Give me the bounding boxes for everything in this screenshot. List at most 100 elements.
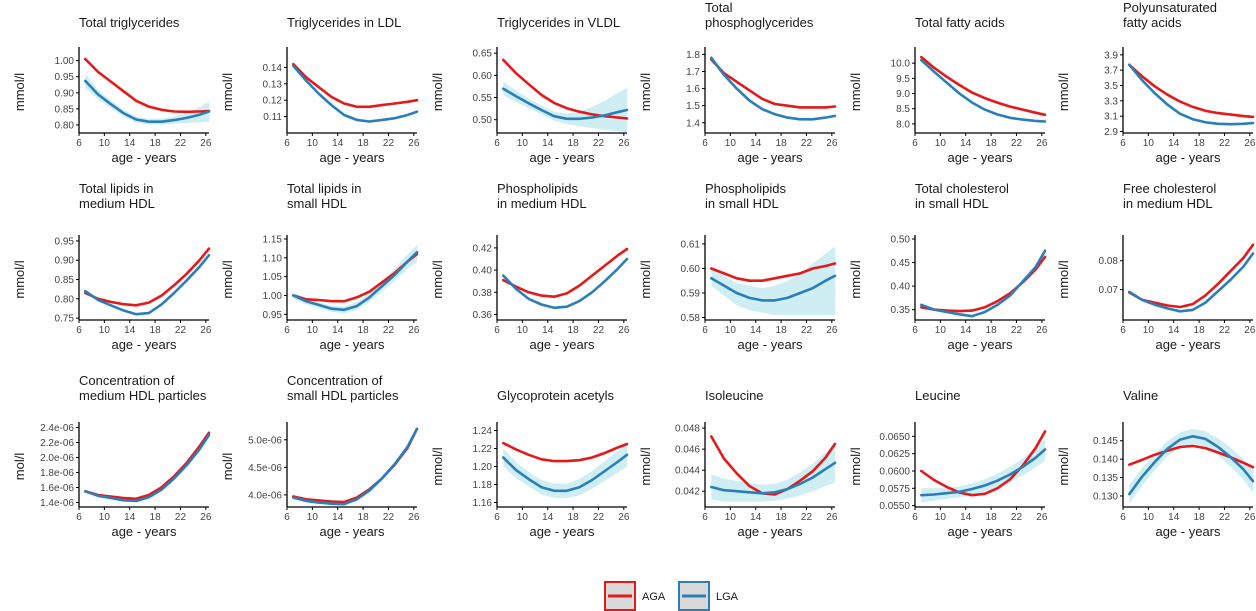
x-axis-label: age - years xyxy=(1155,337,1221,352)
y-tick-label: 0.35 xyxy=(891,305,911,316)
series-line-aga xyxy=(502,58,629,120)
panel-2: Triglycerides in LDL 6 10 14 18 22 26 0.11 0.12 0… xyxy=(220,15,420,165)
x-tick-label: 18 xyxy=(986,325,998,336)
y-tick-label: 4.0e-06 xyxy=(248,490,282,501)
y-axis-label: mmol/l xyxy=(638,447,653,485)
y-axis-label: mmol/l xyxy=(430,260,445,298)
y-tick-label: 0.0575 xyxy=(879,484,910,495)
x-tick-label: 14 xyxy=(750,325,762,336)
y-tick-label: 0.95 xyxy=(263,310,283,321)
y-tick-label: 0.145 xyxy=(1093,436,1118,447)
y-axis-label: mol/l xyxy=(12,453,27,481)
panel-title: Concentration of xyxy=(287,373,383,388)
x-tick-label: 6 xyxy=(284,512,290,523)
x-axis-label: age - years xyxy=(1155,150,1221,165)
y-tick-label: 0.50 xyxy=(473,115,493,126)
x-tick-label: 6 xyxy=(284,325,290,336)
x-tick-label: 18 xyxy=(568,512,580,523)
panel-title: fatty acids xyxy=(1123,15,1182,30)
y-tick-label: 0.13 xyxy=(263,79,283,90)
x-axis-label: age - years xyxy=(111,150,177,165)
x-tick-label: 14 xyxy=(960,138,972,149)
y-tick-label: 0.55 xyxy=(473,93,493,104)
y-tick-label: 0.0650 xyxy=(879,432,910,443)
x-axis-label: age - years xyxy=(529,150,595,165)
y-tick-label: 1.16 xyxy=(473,498,493,509)
ci-band-lga xyxy=(503,82,627,133)
y-tick-label: 0.14 xyxy=(263,63,283,74)
series-line-lga xyxy=(710,461,837,495)
panel-title: Total lipids in xyxy=(79,181,153,196)
x-tick-label: 26 xyxy=(408,325,420,336)
y-tick-label: 2.4e-06 xyxy=(40,423,74,434)
x-tick-label: 22 xyxy=(801,325,813,336)
panel-title: Total triglycerides xyxy=(79,15,180,30)
series-line-lga xyxy=(1128,252,1255,313)
x-tick-label: 10 xyxy=(935,138,947,149)
x-tick-label: 6 xyxy=(284,138,290,149)
y-tick-label: 1.6e-06 xyxy=(40,483,74,494)
x-tick-label: 10 xyxy=(99,325,111,336)
x-axis-label: age - years xyxy=(319,150,385,165)
x-axis-label: age - years xyxy=(737,524,803,539)
x-tick-label: 26 xyxy=(1244,325,1256,336)
series-line-lga xyxy=(920,58,1047,123)
x-tick-label: 22 xyxy=(593,325,605,336)
x-tick-label: 22 xyxy=(1219,325,1231,336)
x-tick-label: 18 xyxy=(150,325,162,336)
y-tick-label: 2.0e-06 xyxy=(40,453,74,464)
x-tick-label: 14 xyxy=(1168,138,1180,149)
x-tick-label: 6 xyxy=(1120,512,1126,523)
series-line-lga xyxy=(292,64,419,123)
x-tick-label: 26 xyxy=(618,325,630,336)
series-line-lga xyxy=(84,79,211,123)
legend-item-lga: LGA xyxy=(678,581,739,611)
x-tick-label: 10 xyxy=(517,512,529,523)
y-tick-label: 1.22 xyxy=(473,444,493,455)
series-line-aga xyxy=(84,57,211,114)
x-tick-label: 6 xyxy=(912,138,918,149)
series-line-aga xyxy=(502,247,629,298)
x-tick-label: 14 xyxy=(750,138,762,149)
x-axis-label: age - years xyxy=(529,337,595,352)
ci-band-lga xyxy=(1129,428,1253,504)
panel-title: in small HDL xyxy=(705,196,779,211)
x-tick-label: 22 xyxy=(1011,512,1023,523)
panel-3: Triglycerides in VLDL 6 10 14 18 22 26 0.50 0.55… xyxy=(430,15,630,165)
x-tick-label: 10 xyxy=(307,138,319,149)
panel-title: small HDL particles xyxy=(287,388,399,403)
series-line-lga xyxy=(1128,435,1255,496)
x-tick-label: 26 xyxy=(408,512,420,523)
y-tick-label: 1.7 xyxy=(686,67,700,78)
y-tick-label: 0.08 xyxy=(1099,256,1119,267)
y-tick-label: 8.0 xyxy=(896,119,910,130)
x-tick-label: 26 xyxy=(1244,512,1256,523)
y-tick-label: 0.61 xyxy=(681,239,701,250)
y-tick-label: 1.00 xyxy=(263,291,283,302)
y-axis-label: mmol/l xyxy=(1056,260,1071,298)
legend-label: AGA xyxy=(642,591,666,603)
y-tick-label: 1.10 xyxy=(263,253,283,264)
y-tick-label: 1.05 xyxy=(263,272,283,283)
y-tick-label: 3.7 xyxy=(1104,66,1118,77)
panel-16: Isoleucine 6 10 14 18 22 26 0.042 0.044 0.046 0.04… xyxy=(638,388,838,539)
series-line-lga xyxy=(84,433,211,503)
legend-label: LGA xyxy=(716,591,739,603)
x-tick-label: 26 xyxy=(826,138,838,149)
y-tick-label: 0.40 xyxy=(473,266,493,277)
series-line-lga xyxy=(84,253,211,316)
x-tick-label: 22 xyxy=(593,138,605,149)
y-tick-label: 0.80 xyxy=(55,294,75,305)
x-axis-label: age - years xyxy=(737,337,803,352)
x-tick-label: 26 xyxy=(1036,512,1048,523)
y-tick-label: 0.85 xyxy=(55,275,75,286)
x-tick-label: 18 xyxy=(358,512,370,523)
panel-title: Free cholesterol xyxy=(1123,181,1216,196)
x-tick-label: 14 xyxy=(542,138,554,149)
y-tick-label: 0.11 xyxy=(263,112,282,123)
x-axis-label: age - years xyxy=(737,150,803,165)
